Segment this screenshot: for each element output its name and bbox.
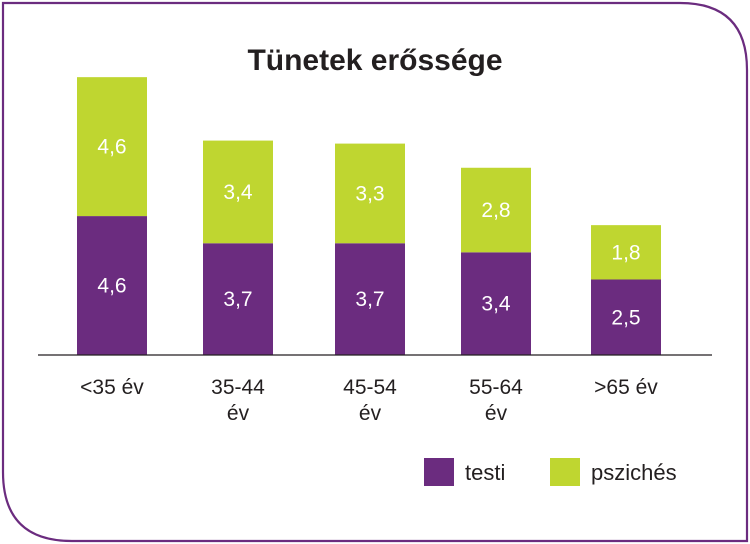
bar-pszichés-2 [335,143,405,244]
data-label-pszichés-1: 3,4 [223,181,253,204]
bar-testi-1 [203,243,273,355]
x-tick-label-3: év [485,402,508,425]
legend-swatch-testi [424,458,454,486]
data-label-pszichés-0: 4,6 [97,136,126,159]
bar-testi-4 [591,279,661,355]
data-label-pszichés-3: 2,8 [481,199,510,222]
bars-group: 4,6 4,6 3,7 3,4 3,7 3,3 3,4 2,8 2,5 1,8 [77,77,661,355]
bar-pszichés-4 [591,225,661,280]
x-tick-label-2: év [359,402,382,425]
bar-testi-2 [335,243,405,355]
x-tick-label-1: 35-44 [211,376,265,399]
data-label-testi-2: 3,7 [355,288,384,311]
legend-label-pszichés: pszichés [591,460,677,485]
x-tick-label-2: 45-54 [343,376,397,399]
data-label-pszichés-4: 1,8 [611,241,640,264]
legend: testi pszichés [424,458,677,486]
bar-testi-0 [77,216,147,355]
bar-pszichés-1 [203,140,273,244]
legend-label-testi: testi [465,460,505,485]
bar-pszichés-0 [77,77,147,217]
x-tick-label-1: év [227,402,250,425]
x-tick-label-0: <35 év [80,376,144,399]
data-label-testi-4: 2,5 [611,306,640,329]
data-label-pszichés-2: 3,3 [355,182,384,205]
bar-testi-3 [461,252,531,355]
chart-title: Tünetek erőssége [247,44,502,77]
x-tick-label-4: >65 év [594,376,658,399]
legend-swatch-pszichés [550,458,580,486]
x-tick-labels: <35 év 35-44 év 45-54 év 55-64 év >65 év [80,376,658,425]
data-label-testi-0: 4,6 [97,275,126,298]
data-label-testi-1: 3,7 [223,288,252,311]
bar-pszichés-3 [461,167,531,253]
data-label-testi-3: 3,4 [481,293,511,316]
x-tick-label-3: 55-64 [469,376,523,399]
